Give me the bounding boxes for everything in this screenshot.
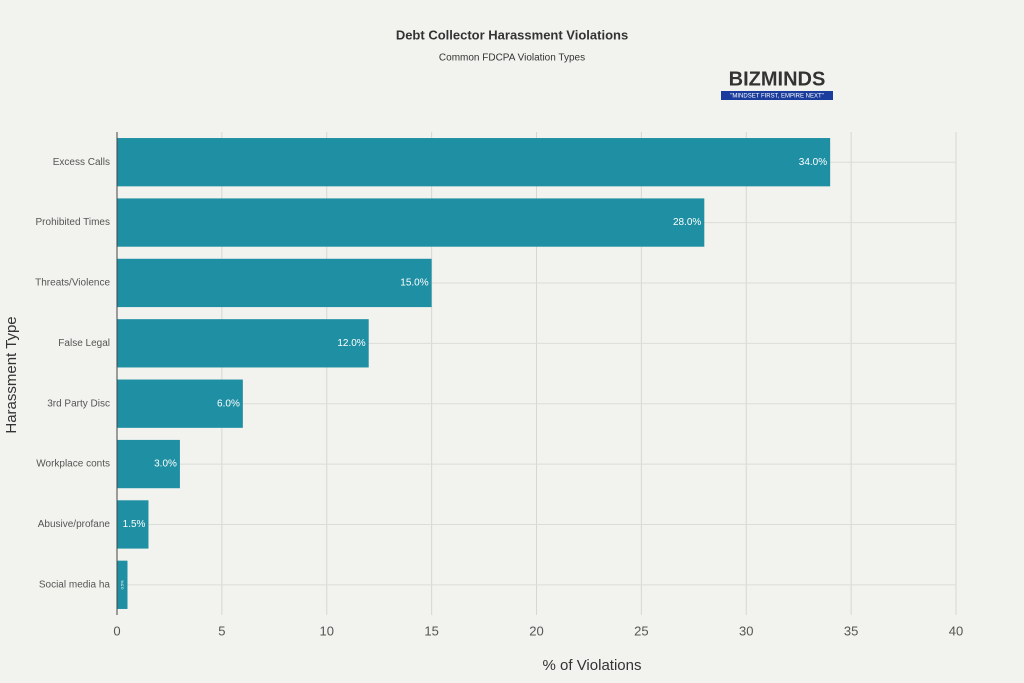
bar — [117, 379, 243, 428]
chart-subtitle: Common FDCPA Violation Types — [439, 53, 585, 64]
y-tick-label: 3rd Party Disc — [47, 398, 110, 409]
bar — [117, 560, 128, 609]
value-label: 12.0% — [337, 338, 365, 349]
logo-name: BIZMINDS — [729, 68, 826, 90]
y-tick-label: Threats/Violence — [35, 278, 110, 289]
y-tick-label: Excess Calls — [53, 157, 110, 168]
value-label: 0.5% — [119, 580, 124, 590]
x-tick-label: 10 — [320, 623, 334, 638]
chart-title: Debt Collector Harassment Violations — [396, 27, 628, 42]
x-tick-label: 20 — [529, 623, 543, 638]
logo: BIZMINDS "MINDSET FIRST, EMPIRE NEXT" — [721, 68, 833, 100]
x-tick-label: 35 — [844, 623, 858, 638]
bar — [117, 439, 180, 489]
value-label: 28.0% — [673, 217, 701, 228]
x-axis-title: % of Violations — [543, 657, 642, 674]
logo-band — [721, 91, 833, 100]
x-tick-label: 5 — [218, 623, 225, 638]
bar — [117, 500, 149, 549]
value-label: 1.5% — [123, 519, 146, 530]
x-tick-label: 25 — [634, 623, 648, 638]
bar — [117, 198, 705, 247]
x-tick-label: 40 — [949, 623, 963, 638]
y-tick-label: Social media ha — [39, 579, 111, 590]
y-tick-label: Workplace conts — [36, 459, 110, 470]
y-tick-label: Abusive/profane — [38, 519, 111, 530]
bar — [117, 258, 432, 308]
x-tick-label: 30 — [739, 623, 753, 638]
bar — [117, 319, 369, 368]
value-label: 3.0% — [154, 459, 177, 470]
bar — [117, 138, 831, 187]
y-tick-label: Prohibited Times — [36, 217, 110, 228]
logo-tagline: "MINDSET FIRST, EMPIRE NEXT" — [730, 94, 824, 100]
y-tick-label: False Legal — [58, 338, 110, 349]
value-label: 34.0% — [799, 157, 827, 168]
value-label: 6.0% — [217, 398, 240, 409]
value-label: 15.0% — [400, 278, 428, 289]
y-axis-title: Harassment Type — [3, 316, 20, 433]
x-tick-label: 0 — [113, 623, 120, 638]
x-tick-label: 15 — [424, 623, 438, 638]
